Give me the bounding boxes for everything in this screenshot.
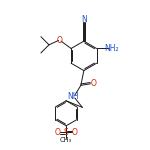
Text: O: O — [55, 128, 61, 137]
Text: N: N — [81, 15, 87, 24]
Text: O: O — [71, 128, 77, 137]
Text: NH: NH — [67, 92, 79, 101]
Text: CH₃: CH₃ — [60, 137, 72, 143]
Text: S: S — [64, 128, 69, 137]
Text: NH₂: NH₂ — [105, 44, 119, 53]
Text: O: O — [57, 36, 63, 45]
Text: O: O — [90, 79, 96, 88]
